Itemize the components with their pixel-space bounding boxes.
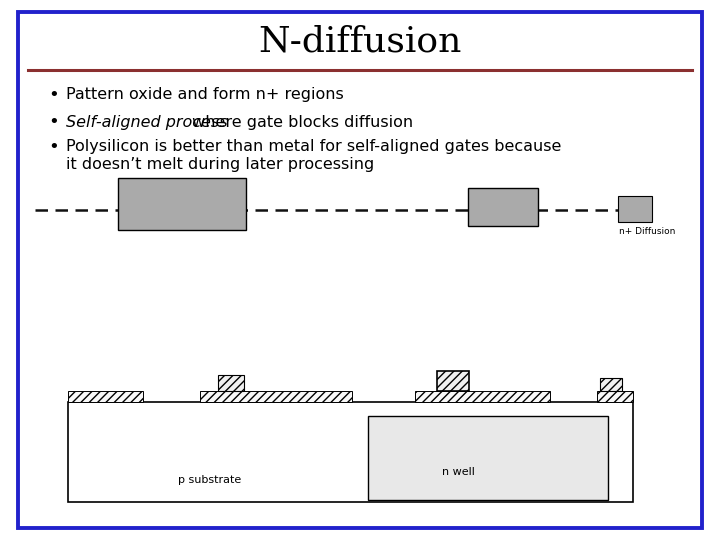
Text: •: • bbox=[48, 86, 59, 104]
Bar bbox=[415, 391, 550, 402]
Bar bbox=[68, 391, 143, 402]
Bar bbox=[600, 378, 622, 391]
Bar bbox=[368, 416, 608, 500]
Text: Polysilicon is better than metal for self-aligned gates because: Polysilicon is better than metal for sel… bbox=[66, 139, 562, 154]
Bar bbox=[618, 196, 652, 222]
Text: n well: n well bbox=[441, 467, 474, 477]
Text: n+ Diffusion: n+ Diffusion bbox=[619, 227, 675, 236]
Bar bbox=[597, 391, 633, 402]
Text: •: • bbox=[48, 138, 59, 156]
Text: N-diffusion: N-diffusion bbox=[258, 25, 462, 59]
Bar bbox=[68, 402, 633, 502]
Bar bbox=[118, 178, 246, 230]
Bar bbox=[468, 188, 538, 226]
Bar bbox=[437, 371, 469, 391]
Bar bbox=[218, 375, 244, 391]
Text: it doesn’t melt during later processing: it doesn’t melt during later processing bbox=[66, 157, 374, 172]
Text: where gate blocks diffusion: where gate blocks diffusion bbox=[187, 114, 413, 130]
Bar bbox=[200, 391, 352, 402]
Text: Self-aligned process: Self-aligned process bbox=[66, 114, 228, 130]
Text: •: • bbox=[48, 113, 59, 131]
Text: Pattern oxide and form n+ regions: Pattern oxide and form n+ regions bbox=[66, 87, 343, 103]
Text: p substrate: p substrate bbox=[178, 475, 241, 485]
